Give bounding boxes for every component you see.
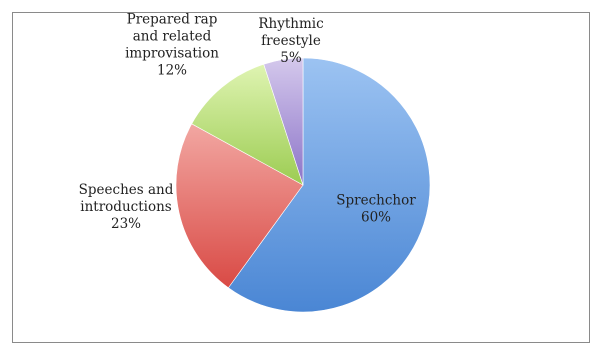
pie-slice-1 (227, 57, 431, 313)
slice-label-3: Prepared rap and related improvisation 12% (125, 12, 219, 79)
pie-slice-3 (191, 63, 304, 186)
slice-label-1: Sprechchor 60% (336, 193, 416, 226)
pie-slice-4 (263, 57, 304, 186)
slice-label-4: Rhythmic freestyle 5% (258, 16, 323, 66)
slice-label-2: Speeches and introductions 23% (79, 182, 174, 232)
pie-slice-2 (175, 123, 304, 289)
